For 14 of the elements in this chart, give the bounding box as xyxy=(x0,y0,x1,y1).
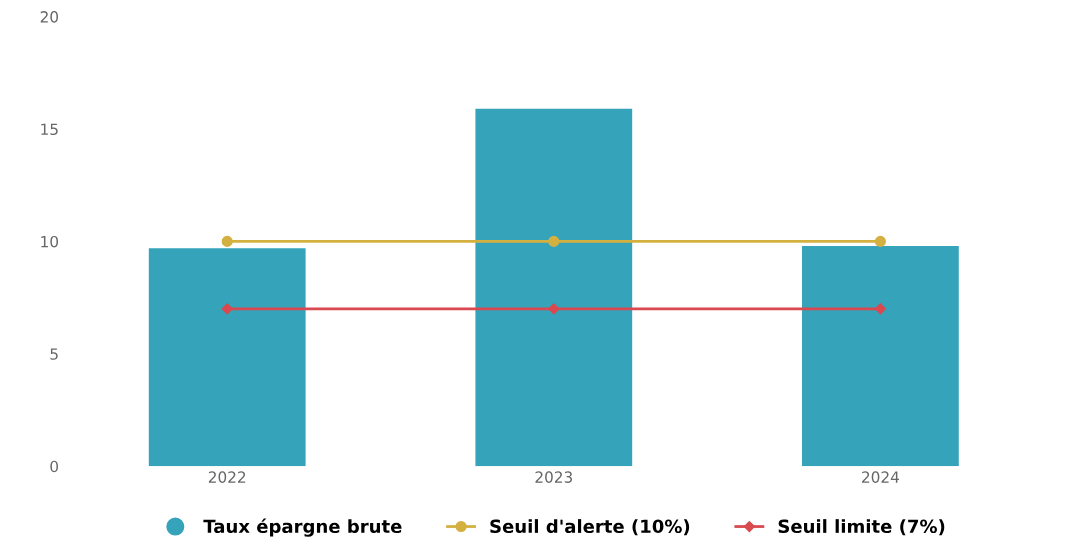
legend-label: Seuil limite (7%) xyxy=(778,519,945,536)
y-tick-label: 20 xyxy=(40,11,59,23)
x-tick-label: 2023 xyxy=(535,471,573,483)
bar xyxy=(148,248,306,467)
y-tick-label: 0 xyxy=(50,460,59,473)
y-tick-label: 15 xyxy=(41,123,58,136)
legend-label: Seuil d'alerte (10%) xyxy=(490,519,690,536)
y-tick-label: 10 xyxy=(41,235,59,248)
x-tick-label: 2024 xyxy=(862,471,899,483)
bar xyxy=(475,108,633,467)
legend-label: Taux épargne brute xyxy=(203,518,402,537)
bar xyxy=(802,245,959,467)
y-tick-label: 5 xyxy=(50,348,58,360)
x-tick-label: 2022 xyxy=(208,471,246,483)
